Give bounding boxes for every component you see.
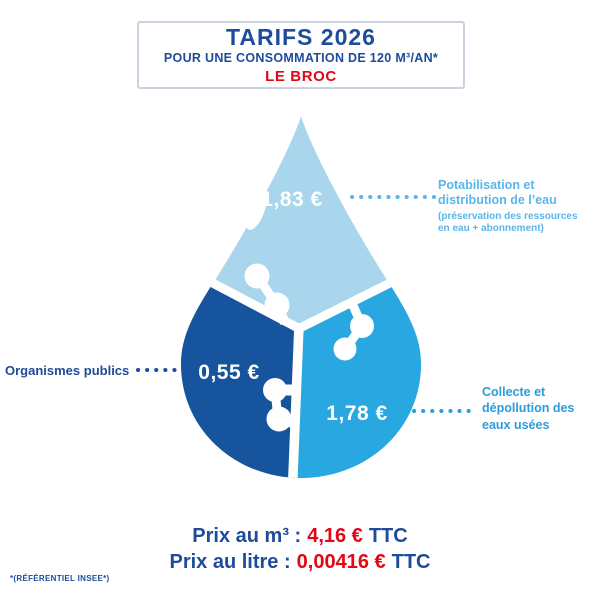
header-subtitle: POUR UNE CONSOMMATION DE 120 M³/AN* [163, 51, 439, 66]
total-m3-value: 4,16 € [307, 525, 363, 547]
total-litre-label: Prix au litre : [169, 551, 291, 573]
total-litre-suffix: TTC [391, 551, 431, 573]
puzzle-gap-right [295, 242, 421, 334]
price-potabilisation: 1,83 € [261, 188, 323, 211]
price-collecte: 1,78 € [326, 402, 388, 425]
totals-block: Prix au m³ : 4,16 € TTC Prix au litre : … [0, 526, 600, 572]
puzzle-knob-bottom [263, 378, 296, 432]
label-potabilisation-title: Potabilisation et distribution de l’eau [438, 178, 557, 208]
total-per-m3: Prix au m³ : 4,16 € TTC [0, 526, 600, 546]
total-litre-value: 0,00416 € [296, 551, 386, 573]
segment-organismes-shape [181, 228, 299, 478]
label-collecte: Collecte et dépollution des eaux usées [482, 385, 575, 432]
puzzle-knob-right [333, 301, 374, 361]
puzzle-knobs [244, 263, 374, 432]
page-title: TARIFS 2026 [226, 24, 376, 51]
commune-name: LE BROC [265, 67, 337, 85]
label-organismes: Organismes publics [5, 363, 130, 378]
label-potabilisation-note: (préservation des ressources en eau + ab… [438, 210, 578, 235]
label-potabilisation: Potabilisation et distribution de l’eau … [438, 178, 598, 236]
total-per-litre: Prix au litre : 0,00416 € TTC [0, 552, 600, 572]
header-box: TARIFS 2026 POUR UNE CONSOMMATION DE 120… [137, 21, 465, 89]
puzzle-gap-vertical [287, 324, 304, 478]
price-organismes: 0,55 € [198, 361, 260, 384]
puzzle-knob-top [244, 263, 290, 326]
total-m3-label: Prix au m³ : [192, 525, 302, 547]
total-m3-suffix: TTC [368, 525, 408, 547]
footnote: *(RÉFÉRENTIEL INSEE*) [10, 574, 110, 583]
